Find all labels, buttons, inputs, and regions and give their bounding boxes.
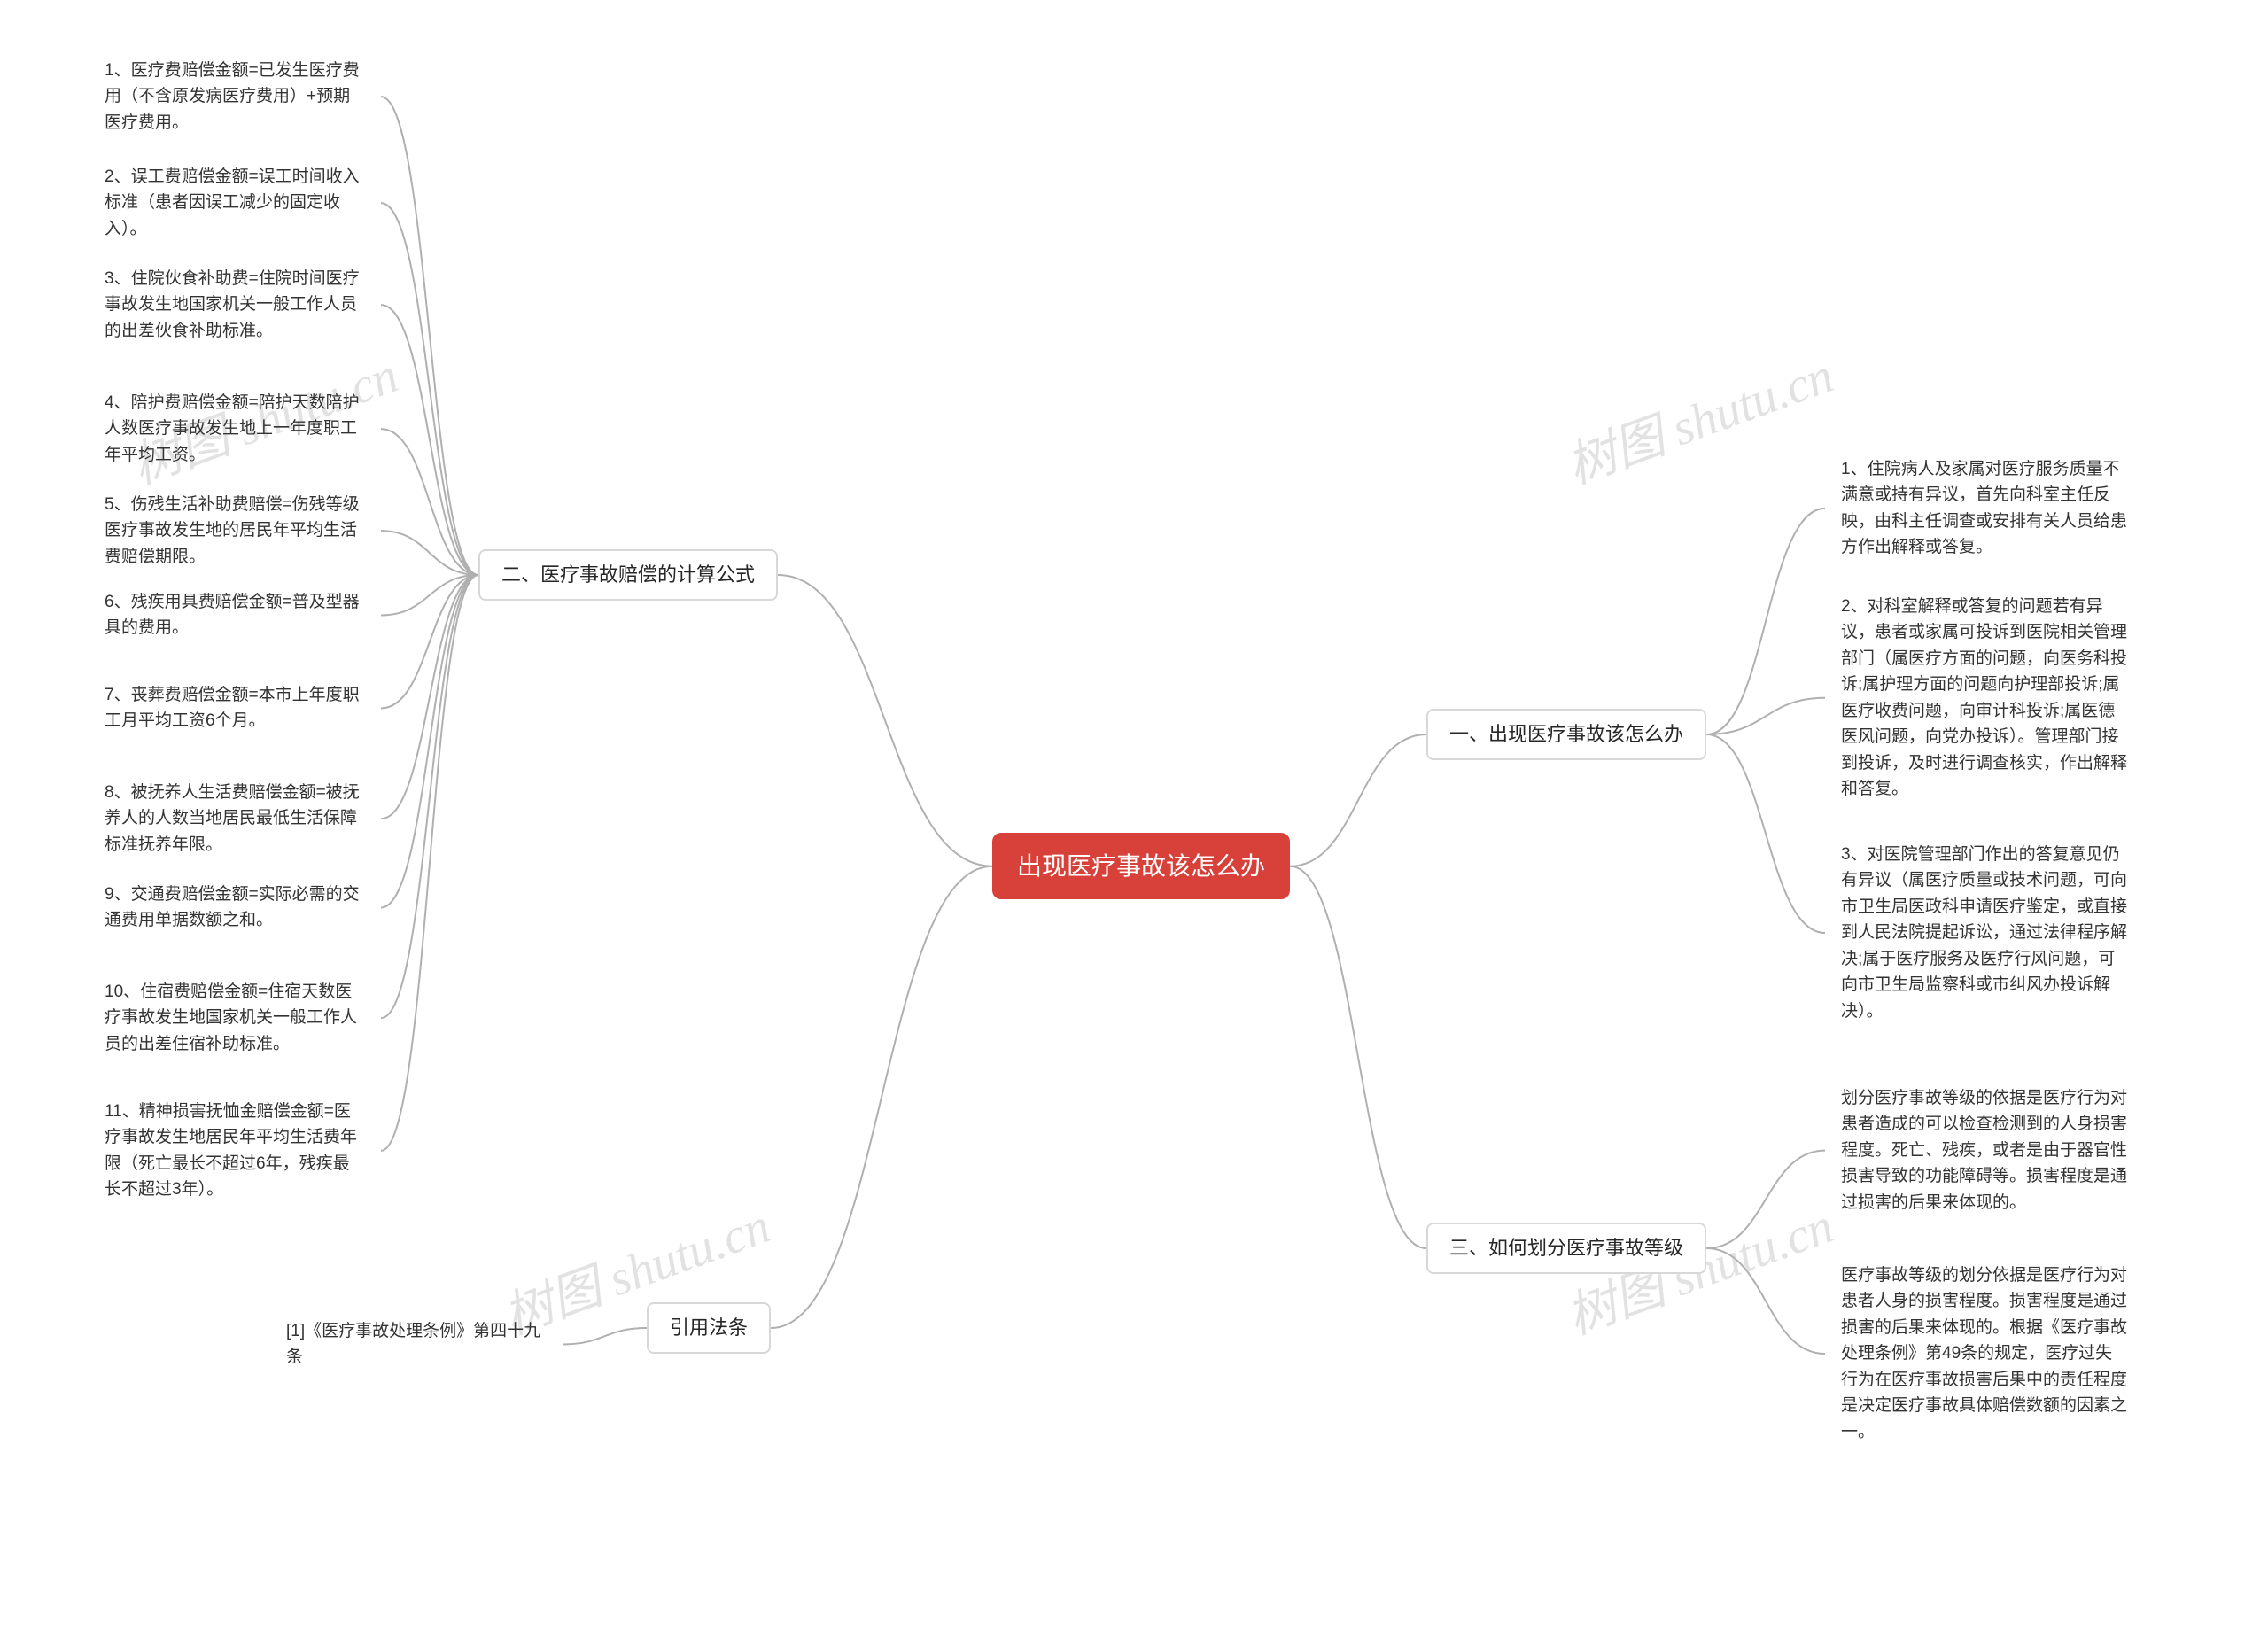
leaf-text: 2、对科室解释或答复的问题若有异议，患者或家属可投诉到医院相关管理部门（属医疗方… [1841,597,2127,798]
leaf-text: 7、丧葬费赔偿金额=本市上年度职工月平均工资6个月。 [105,686,360,730]
leaf-text: 3、对医院管理部门作出的答复意见仍有异议（属医疗质量或技术问题，可向市卫生局医政… [1841,845,2127,1021]
watermark: 树图 shutu.cn [1556,336,1842,499]
leaf-text: [1]《医疗事故处理条例》第四十九条 [286,1322,540,1366]
leaf-text: 10、住宿费赔偿金额=住宿天数医疗事故发生地国家机关一般工作人员的出差住宿补助标… [105,982,357,1053]
leaf-text: 5、伤残生活补助费赔偿=伤残等级医疗事故发生地的居民年平均生活费赔偿期限。 [105,495,360,566]
root-label: 出现医疗事故该怎么办 [1017,852,1265,880]
leaf-node: 2、误工费赔偿金额=误工时间收入标准（患者因误工减少的固定收入）。 [89,155,381,251]
branch-label: 二、医疗事故赔偿的计算公式 [501,563,755,586]
leaf-node: 11、精神损害抚恤金赔偿金额=医疗事故发生地居民年平均生活费年限（死亡最长不超过… [89,1090,381,1212]
leaf-node: 9、交通费赔偿金额=实际必需的交通费用单据数额之和。 [89,873,381,943]
branch-label: 引用法条 [670,1316,748,1339]
root-node[interactable]: 出现医疗事故该怎么办 [992,833,1290,899]
branch-label: 三、如何划分医疗事故等级 [1449,1237,1683,1259]
branch-node[interactable]: 三、如何划分医疗事故等级 [1426,1223,1706,1274]
leaf-node: 医疗事故等级的划分依据是医疗行为对患者人身的损害程度。损害程度是通过损害的后果来… [1825,1254,2144,1454]
leaf-text: 9、交通费赔偿金额=实际必需的交通费用单据数额之和。 [105,885,360,929]
branch-label: 一、出现医疗事故该怎么办 [1449,723,1683,745]
leaf-node: 3、住院伙食补助费=住院时间医疗事故发生地国家机关一般工作人员的出差伙食补助标准… [89,257,381,353]
leaf-node: 1、住院病人及家属对医疗服务质量不满意或持有异议，首先向科室主任反映，由科主任调… [1825,447,2144,570]
leaf-node: 7、丧葬费赔偿金额=本市上年度职工月平均工资6个月。 [89,673,381,743]
mindmap-canvas: 树图 shutu.cn 树图 shutu.cn 树图 shutu.cn 树图 s… [0,0,2268,1631]
leaf-node: 6、残疾用具费赔偿金额=普及型器具的费用。 [89,580,381,650]
leaf-node: 4、陪护费赔偿金额=陪护天数陪护人数医疗事故发生地上一年度职工年平均工资。 [89,381,381,477]
leaf-text: 医疗事故等级的划分依据是医疗行为对患者人身的损害程度。损害程度是通过损害的后果来… [1841,1266,2127,1441]
leaf-text: 划分医疗事故等级的依据是医疗行为对患者造成的可以检查检测到的人身损害程度。死亡、… [1841,1089,2127,1212]
branch-node[interactable]: 引用法条 [647,1302,771,1354]
leaf-text: 1、医疗费赔偿金额=已发生医疗费用（不含原发病医疗费用）+预期医疗费用。 [105,61,360,132]
leaf-node: 5、伤残生活补助费赔偿=伤残等级医疗事故发生地的居民年平均生活费赔偿期限。 [89,483,381,579]
leaf-node: 2、对科室解释或答复的问题若有异议，患者或家属可投诉到医院相关管理部门（属医疗方… [1825,585,2144,812]
leaf-text: 4、陪护费赔偿金额=陪护天数陪护人数医疗事故发生地上一年度职工年平均工资。 [105,393,360,464]
leaf-text: 6、残疾用具费赔偿金额=普及型器具的费用。 [105,593,360,637]
leaf-node: 8、被抚养人生活费赔偿金额=被抚养人的人数当地居民最低生活保障标准抚养年限。 [89,771,381,866]
branch-node[interactable]: 一、出现医疗事故该怎么办 [1426,709,1706,760]
leaf-text: 1、住院病人及家属对医疗服务质量不满意或持有异议，首先向科室主任反映，由科主任调… [1841,460,2127,556]
leaf-text: 3、住院伙食补助费=住院时间医疗事故发生地国家机关一般工作人员的出差伙食补助标准… [105,269,360,340]
leaf-node: 3、对医院管理部门作出的答复意见仍有异议（属医疗质量或技术问题，可向市卫生局医政… [1825,833,2144,1033]
leaf-node: 1、医疗费赔偿金额=已发生医疗费用（不含原发病医疗费用）+预期医疗费用。 [89,49,381,144]
branch-node[interactable]: 二、医疗事故赔偿的计算公式 [478,549,778,601]
leaf-text: 8、被抚养人生活费赔偿金额=被抚养人的人数当地居民最低生活保障标准抚养年限。 [105,783,360,854]
leaf-text: 11、精神损害抚恤金赔偿金额=医疗事故发生地居民年平均生活费年限（死亡最长不超过… [105,1102,357,1199]
leaf-text: 2、误工费赔偿金额=误工时间收入标准（患者因误工减少的固定收入）。 [105,167,360,238]
leaf-node: 划分医疗事故等级的依据是医疗行为对患者造成的可以检查检测到的人身损害程度。死亡、… [1825,1076,2144,1224]
leaf-node: 10、住宿费赔偿金额=住宿天数医疗事故发生地国家机关一般工作人员的出差住宿补助标… [89,970,381,1066]
leaf-node: [1]《医疗事故处理条例》第四十九条 [270,1309,563,1379]
